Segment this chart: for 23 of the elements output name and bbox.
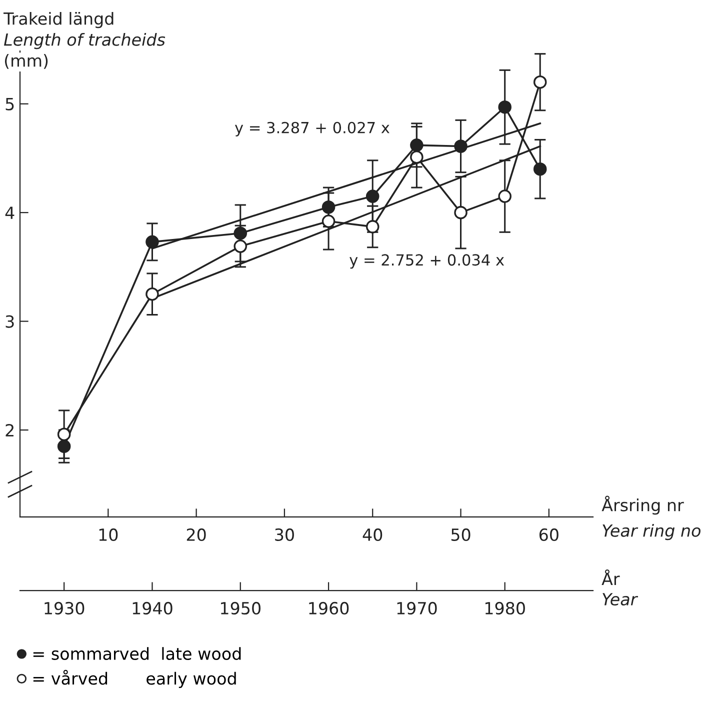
x-tick-label: 40 bbox=[362, 528, 382, 541]
x-axis-title: Årsring nr Year ring no bbox=[602, 496, 700, 540]
x2-tick-label: 1930 bbox=[44, 602, 84, 615]
annotation: y = 3.287 + 0.027 x bbox=[234, 122, 390, 136]
annotation: y = 2.752 + 0.034 x bbox=[350, 254, 504, 269]
legend-label: = sommarved late wood bbox=[33, 647, 241, 660]
x2-tick-label: 1970 bbox=[397, 602, 437, 615]
x-tick-label: 30 bbox=[275, 528, 294, 541]
x2-axis-title: År Year bbox=[602, 569, 638, 606]
x-tick-label: 20 bbox=[186, 528, 206, 541]
x2-tick-label: 1980 bbox=[485, 602, 525, 615]
x-tick-label: 50 bbox=[451, 528, 470, 541]
y-axis-title: Trakeid längd Length of tracheids (mm) bbox=[4, 12, 166, 69]
y-tick-label: 2 bbox=[6, 424, 14, 436]
legend-label: = vårved early wood bbox=[33, 670, 236, 688]
y-tick-label: 5 bbox=[6, 98, 14, 110]
x2-tick-label: 1960 bbox=[309, 602, 349, 615]
y-tick-label: 4 bbox=[5, 206, 14, 219]
x2-tick-label: 1940 bbox=[132, 602, 172, 615]
y-tick-label: 3 bbox=[6, 315, 14, 328]
x-tick-label: 60 bbox=[539, 528, 558, 541]
x2-tick-label: 1950 bbox=[221, 602, 260, 615]
x-tick-label: 10 bbox=[99, 528, 118, 541]
